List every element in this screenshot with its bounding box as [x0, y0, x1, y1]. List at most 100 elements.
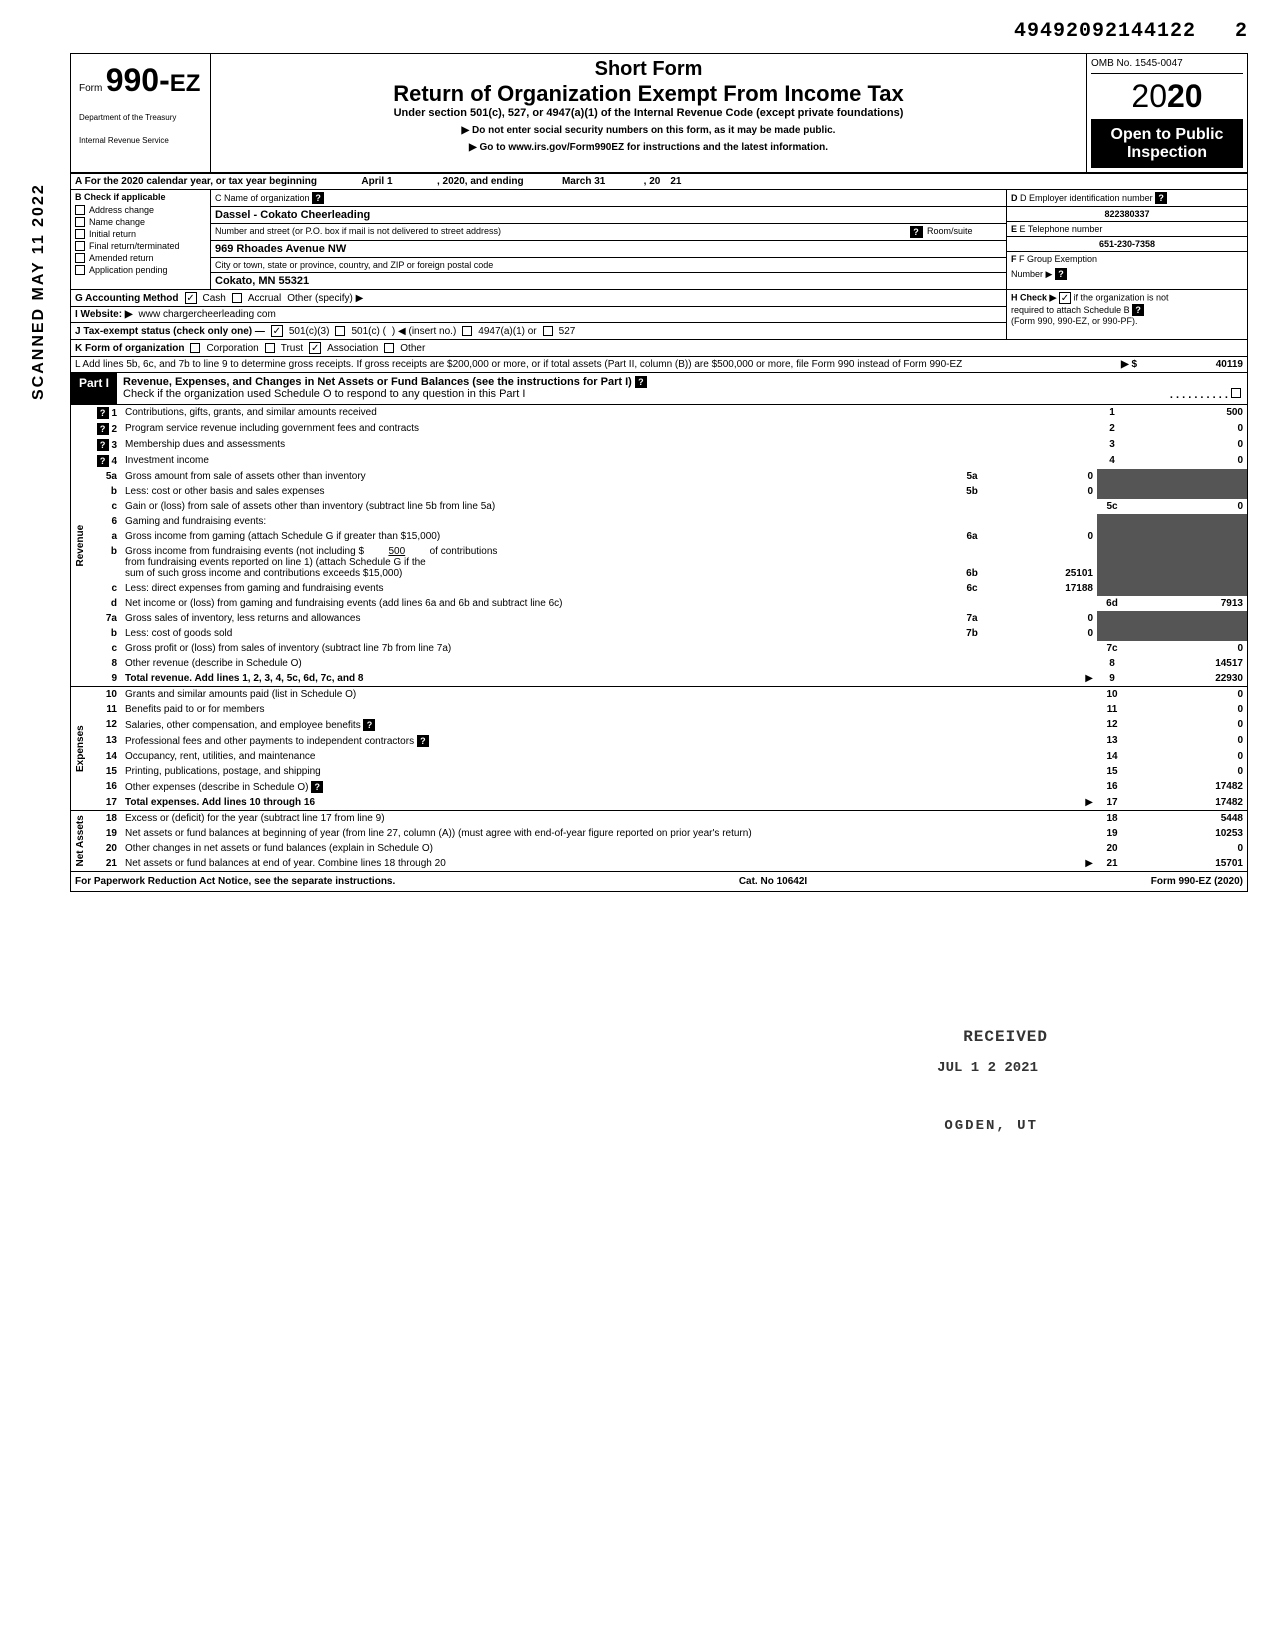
ssn-warning: ▶ Do not enter social security numbers o… [215, 125, 1082, 136]
cb-corp[interactable] [190, 343, 200, 353]
cb-name-change[interactable]: Name change [71, 216, 210, 228]
cb-other-org[interactable] [384, 343, 394, 353]
org-name-label: C Name of organization ? [211, 190, 1006, 207]
form-990ez: Form 990-EZ Department of the Treasury I… [70, 53, 1248, 892]
cb-address-change[interactable]: Address change [71, 204, 210, 216]
line-7a-val: 0 [987, 611, 1097, 626]
line-15-desc: Printing, publications, postage, and shi… [121, 764, 1097, 779]
col-b-header: B Check if applicable [71, 190, 210, 204]
cb-501c3[interactable]: ✓ [271, 325, 283, 337]
tax-year: 2020 [1091, 74, 1243, 120]
line-19-val: 10253 [1127, 826, 1247, 841]
line-5a-val: 0 [987, 469, 1097, 484]
line-9-desc: Total revenue. Add lines 1, 2, 3, 4, 5c,… [121, 671, 1097, 687]
line-4-val: 0 [1127, 453, 1247, 469]
line-5c-val: 0 [1127, 499, 1247, 514]
open-line1: Open to Public [1093, 126, 1241, 144]
line-6d-desc: Net income or (loss) from gaming and fun… [121, 596, 1097, 611]
row-a-tax-year: A For the 2020 calendar year, or tax yea… [71, 174, 1247, 190]
row-g: G Accounting Method ✓Cash Accrual Other … [71, 290, 1006, 306]
line-10-desc: Grants and similar amounts paid (list in… [121, 687, 1097, 703]
title-cell: Short Form Return of Organization Exempt… [211, 54, 1087, 172]
cb-final-return[interactable]: Final return/terminated [71, 240, 210, 252]
ein-value: 822380337 [1007, 207, 1247, 222]
org-name: Dassel - Cokato Cheerleading [211, 207, 1006, 224]
year-bold: 20 [1167, 78, 1203, 114]
date-stamp: JUL 1 2 2021 [937, 1060, 1038, 1076]
row-a-yr-prefix: , 20 [644, 176, 661, 187]
col-c-org-info: C Name of organization ? Dassel - Cokato… [211, 190, 1007, 289]
line-6c-desc: Less: direct expenses from gaming and fu… [121, 581, 957, 596]
form-number: 990-EZ [106, 62, 201, 98]
line-4-desc: Investment income [121, 453, 1097, 469]
cb-accrual[interactable] [232, 293, 242, 303]
form-number-cell: Form 990-EZ Department of the Treasury I… [71, 54, 211, 172]
return-title: Return of Organization Exempt From Incom… [215, 81, 1082, 107]
cb-initial-return[interactable]: Initial return [71, 228, 210, 240]
cb-4947[interactable] [462, 326, 472, 336]
line-16-val: 17482 [1127, 779, 1247, 795]
ein-label: D D Employer identification number ? [1007, 190, 1247, 207]
line-6c-val: 17188 [987, 581, 1097, 596]
received-stamp: RECEIVED [963, 1028, 1048, 1046]
line-20-desc: Other changes in net assets or fund bala… [121, 841, 1097, 856]
row-k: K Form of organization Corporation Trust… [71, 340, 1247, 357]
page-suffix: 2 [1235, 20, 1248, 43]
line-14-val: 0 [1127, 749, 1247, 764]
org-city: Cokato, MN 55321 [211, 273, 1006, 289]
cb-cash[interactable]: ✓ [185, 292, 197, 304]
line-18-val: 5448 [1127, 811, 1247, 827]
year-end: March 31 [524, 176, 644, 187]
addr-label: Number and street (or P.O. box if mail i… [215, 226, 910, 238]
line-18-desc: Excess or (deficit) for the year (subtra… [121, 811, 1097, 827]
line-6a-val: 0 [987, 529, 1097, 544]
row-j: J Tax-exempt status (check only one) — ✓… [71, 322, 1006, 339]
row-l: L Add lines 5b, 6c, and 7b to line 9 to … [71, 357, 1247, 373]
part-1-title: Revenue, Expenses, and Changes in Net As… [117, 373, 1247, 404]
col-b-checkboxes: B Check if applicable Address change Nam… [71, 190, 211, 289]
goto-link: ▶ Go to www.irs.gov/Form990EZ for instru… [215, 142, 1082, 153]
scanned-stamp: SCANNED MAY 11 2022 [30, 183, 48, 400]
cb-pending[interactable]: Application pending [71, 264, 210, 276]
line-7b-val: 0 [987, 626, 1097, 641]
line-2-val: 0 [1127, 421, 1247, 437]
cat-number: Cat. No 10642I [739, 876, 807, 887]
line-6b-desc: Gross income from fundraising events (no… [121, 544, 957, 581]
line-13-desc: Professional fees and other payments to … [121, 733, 1097, 749]
cb-sched-b[interactable]: ✓ [1059, 292, 1071, 304]
cb-sched-o[interactable] [1231, 388, 1241, 398]
year-start: April 1 [317, 176, 437, 187]
revenue-label: Revenue [71, 405, 91, 687]
line-10-val: 0 [1127, 687, 1247, 703]
line-19-desc: Net assets or fund balances at beginning… [121, 826, 1097, 841]
line-17-desc: Total expenses. Add lines 10 through 16 … [121, 795, 1097, 811]
dept-treasury: Department of the Treasury [79, 113, 202, 122]
line-7b-desc: Less: cost of goods sold [121, 626, 957, 641]
line-6b-val: 25101 [987, 544, 1097, 581]
open-public: Open to Public Inspection [1091, 120, 1243, 168]
line-1-desc: Contributions, gifts, grants, and simila… [121, 405, 1097, 421]
line-21-val: 15701 [1127, 856, 1247, 871]
form-prefix: Form [79, 83, 102, 94]
line-16-desc: Other expenses (describe in Schedule O) … [121, 779, 1097, 795]
part-1-table: Revenue ? 1 Contributions, gifts, grants… [71, 405, 1247, 871]
line-3-desc: Membership dues and assessments [121, 437, 1097, 453]
cb-501c[interactable] [335, 326, 345, 336]
cb-527[interactable] [543, 326, 553, 336]
line-7c-val: 0 [1127, 641, 1247, 656]
line-11-val: 0 [1127, 702, 1247, 717]
line-6a-desc: Gross income from gaming (attach Schedul… [121, 529, 957, 544]
cb-trust[interactable] [265, 343, 275, 353]
cb-assoc[interactable]: ✓ [309, 342, 321, 354]
line-17-val: 17482 [1127, 795, 1247, 811]
cb-amended[interactable]: Amended return [71, 252, 210, 264]
line-6d-val: 7913 [1127, 596, 1247, 611]
gross-receipts: 40119 [1143, 359, 1243, 370]
row-h: H Check ▶ ✓ if the organization is not r… [1007, 290, 1247, 339]
col-right: D D Employer identification number ? 822… [1007, 190, 1247, 289]
rows-g-h: G Accounting Method ✓Cash Accrual Other … [71, 290, 1247, 340]
part-1-header: Part I Revenue, Expenses, and Changes in… [71, 373, 1247, 405]
line-2-desc: Program service revenue including govern… [121, 421, 1097, 437]
year-prefix: 20 [1131, 78, 1167, 114]
phone-label: E E Telephone number [1007, 222, 1247, 237]
